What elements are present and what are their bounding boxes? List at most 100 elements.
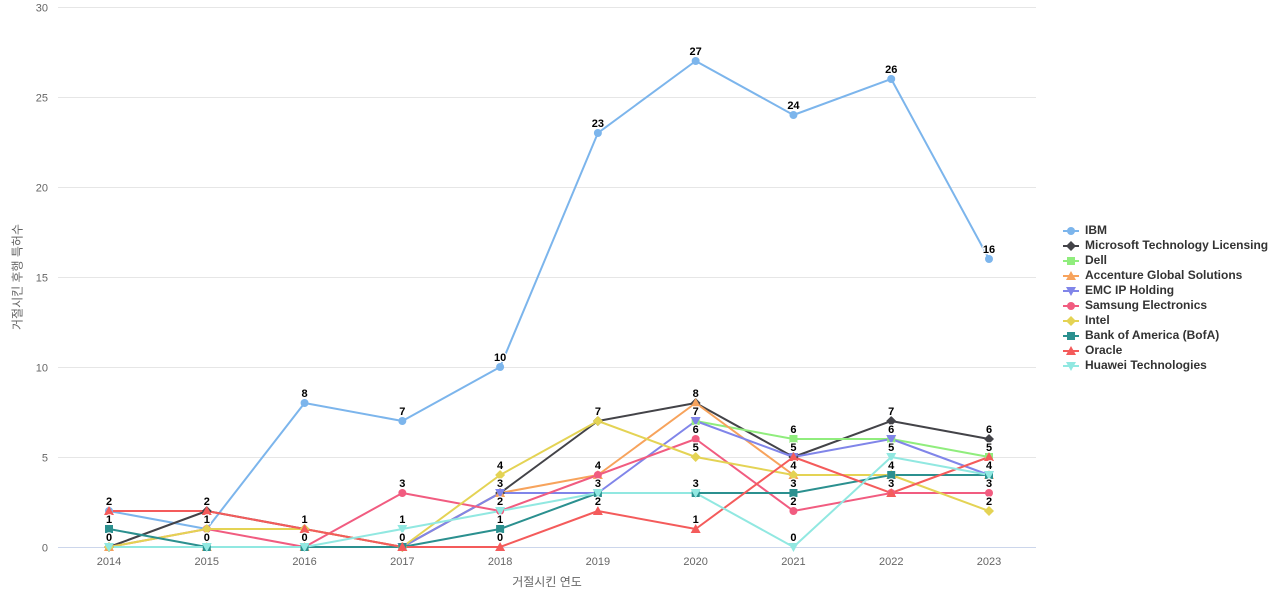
oracle-point-2015[interactable]: [201, 506, 212, 515]
ibm-line[interactable]: [108, 60, 990, 530]
data-label: 2: [790, 496, 796, 508]
oracle-line[interactable]: [108, 456, 990, 548]
data-label: 1: [693, 514, 699, 526]
bank-of-america-bofa-point-2022[interactable]: [887, 471, 896, 479]
oracle-point-2022[interactable]: [886, 488, 897, 497]
huawei-technologies-point-2014[interactable]: [104, 543, 114, 552]
data-label: 4: [595, 460, 602, 472]
ibm-point-2019[interactable]: [593, 129, 602, 137]
oracle-legend-marker-icon[interactable]: [1066, 345, 1076, 355]
microsoft-technology-licensing-legend-marker-icon[interactable]: [1066, 240, 1076, 251]
emc-ip-holding-point-2020[interactable]: [690, 417, 701, 426]
y-axis-title: 거절시킨 후행 특허수: [10, 223, 25, 331]
bank-of-america-bofa-point-2014[interactable]: [105, 525, 113, 533]
legend-marker: [1063, 226, 1079, 235]
samsung-electronics-point-2021[interactable]: [789, 507, 798, 515]
oracle-point-2021[interactable]: [788, 452, 799, 461]
huawei-technologies-point-2015[interactable]: [201, 543, 212, 552]
oracle-point-2019[interactable]: [592, 506, 603, 515]
oracle-point-2018[interactable]: [495, 542, 506, 551]
microsoft-technology-licensing-point-2023[interactable]: [984, 434, 994, 444]
huawei-technologies-point-2019[interactable]: [592, 489, 603, 498]
emc-ip-holding-point-2018[interactable]: [495, 489, 506, 498]
x-tick-label: 2021: [781, 556, 805, 568]
samsung-electronics-point-2017[interactable]: [398, 489, 407, 497]
data-label: 8: [693, 388, 699, 400]
data-label: 26: [885, 64, 897, 76]
intel-point-2018[interactable]: [495, 470, 506, 480]
huawei-technologies-point-2018[interactable]: [495, 507, 506, 516]
huawei-technologies-point-2023[interactable]: [984, 471, 994, 480]
data-label: 1: [399, 514, 405, 526]
data-label: 3: [693, 478, 699, 490]
samsung-electronics-point-2020[interactable]: [691, 435, 700, 443]
intel-point-2023[interactable]: [984, 506, 994, 516]
oracle-point-2014[interactable]: [104, 506, 114, 515]
intel-point-2021[interactable]: [788, 470, 799, 480]
data-label: 0: [497, 532, 503, 544]
emc-ip-holding-point-2022[interactable]: [886, 435, 897, 444]
ibm-legend-marker-icon[interactable]: [1067, 226, 1075, 235]
samsung-electronics-line[interactable]: [108, 438, 990, 548]
intel-point-2019[interactable]: [592, 416, 603, 426]
legend-item-ibm[interactable]: IBM: [1063, 223, 1268, 238]
samsung-electronics-point-2019[interactable]: [593, 471, 602, 479]
legend-item-dell[interactable]: Dell: [1063, 253, 1268, 268]
ibm-point-2017[interactable]: [398, 417, 407, 425]
legend-item-accenture-global-solutions[interactable]: Accenture Global Solutions: [1063, 268, 1268, 283]
legend-item-huawei-technologies[interactable]: Huawei Technologies: [1063, 358, 1268, 373]
data-label: 3: [497, 478, 503, 490]
legend-item-samsung-electronics[interactable]: Samsung Electronics: [1063, 298, 1268, 313]
dell-legend-marker-icon[interactable]: [1067, 256, 1075, 265]
data-label: 3: [986, 478, 992, 490]
huawei-technologies-line[interactable]: [108, 456, 990, 548]
data-label: 27: [690, 46, 702, 58]
huawei-technologies-point-2022[interactable]: [886, 453, 897, 462]
dell-point-2021[interactable]: [789, 435, 798, 443]
data-label: 0: [790, 532, 796, 544]
oracle-point-2017[interactable]: [397, 542, 408, 551]
bank-of-america-bofa-legend-marker-icon[interactable]: [1067, 331, 1075, 340]
accenture-global-solutions-point-2020[interactable]: [690, 398, 701, 407]
oracle-point-2020[interactable]: [690, 524, 701, 533]
dell-line[interactable]: [694, 420, 990, 458]
samsung-electronics-point-2023[interactable]: [985, 489, 993, 497]
accenture-global-solutions-legend-marker-icon[interactable]: [1066, 270, 1076, 280]
legend-item-intel[interactable]: Intel: [1063, 313, 1268, 328]
ibm-point-2020[interactable]: [691, 57, 700, 65]
legend-label: IBM: [1085, 223, 1107, 237]
samsung-electronics-legend-marker-icon[interactable]: [1067, 301, 1075, 310]
data-label: 0: [106, 532, 112, 544]
x-tick-label: 2016: [292, 556, 316, 568]
legend-item-oracle[interactable]: Oracle: [1063, 343, 1268, 358]
x-tick-label: 2022: [879, 556, 903, 568]
ibm-point-2021[interactable]: [789, 111, 798, 119]
data-label: 3: [399, 478, 405, 490]
microsoft-technology-licensing-point-2022[interactable]: [886, 416, 897, 426]
intel-legend-marker-icon[interactable]: [1066, 315, 1076, 326]
oracle-point-2016[interactable]: [299, 524, 310, 533]
ibm-point-2022[interactable]: [887, 75, 896, 83]
oracle-point-2023[interactable]: [984, 452, 994, 461]
legend-item-microsoft-technology-licensing[interactable]: Microsoft Technology Licensing: [1063, 238, 1268, 253]
ibm-point-2023[interactable]: [985, 255, 993, 263]
huawei-technologies-legend-marker-icon[interactable]: [1066, 361, 1076, 371]
huawei-technologies-point-2020[interactable]: [690, 489, 701, 498]
legend-item-bank-of-america-bofa[interactable]: Bank of America (BofA): [1063, 328, 1268, 343]
legend-item-emc-ip-holding[interactable]: EMC IP Holding: [1063, 283, 1268, 298]
huawei-technologies-point-2017[interactable]: [397, 525, 408, 534]
intel-point-2020[interactable]: [690, 452, 701, 462]
bank-of-america-bofa-point-2018[interactable]: [496, 525, 505, 533]
huawei-technologies-point-2016[interactable]: [299, 543, 310, 552]
intel-point-2015[interactable]: [201, 524, 212, 534]
huawei-technologies-point-2021[interactable]: [788, 543, 799, 552]
legend-marker: [1063, 270, 1079, 280]
bank-of-america-bofa-point-2021[interactable]: [789, 489, 798, 497]
x-tick-label: 2019: [586, 556, 610, 568]
ibm-point-2018[interactable]: [496, 363, 505, 371]
emc-ip-holding-legend-marker-icon[interactable]: [1066, 286, 1076, 296]
data-label: 6: [888, 424, 894, 436]
legend-marker: [1063, 361, 1079, 371]
ibm-point-2016[interactable]: [300, 399, 309, 407]
